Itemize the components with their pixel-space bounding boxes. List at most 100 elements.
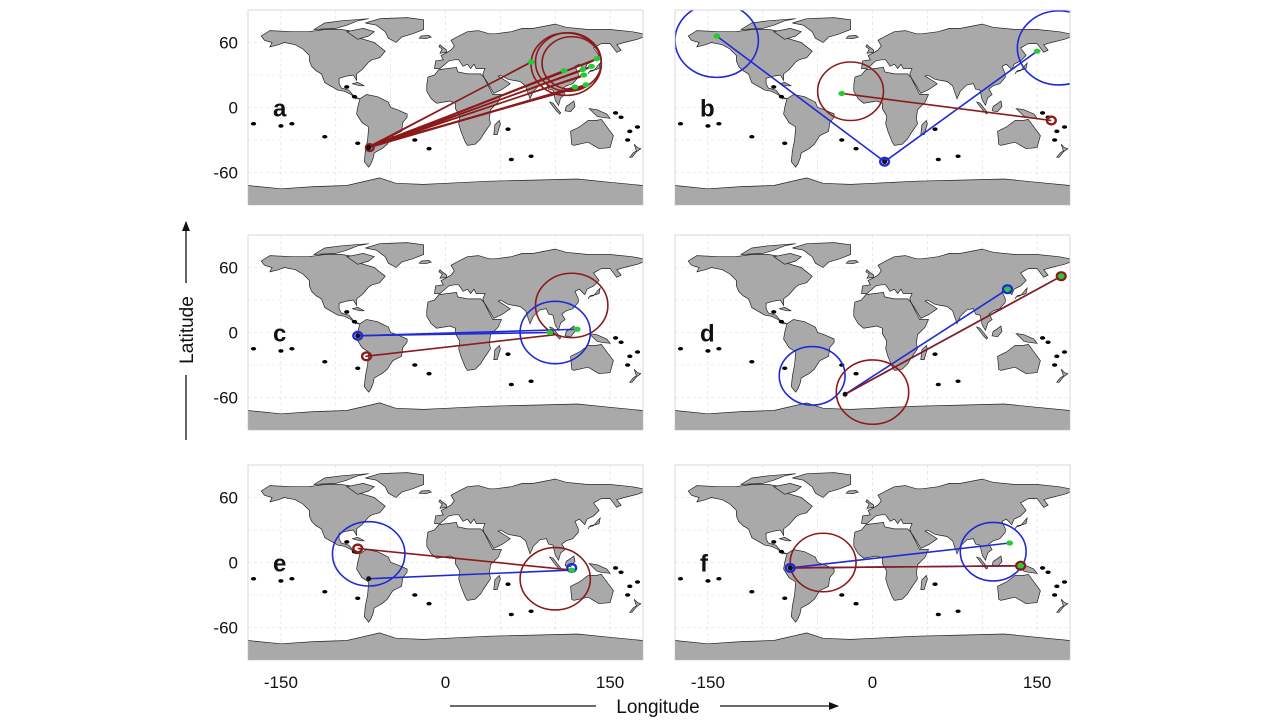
island-dot: [932, 582, 938, 586]
island-dot: [634, 350, 641, 354]
island-dot: [932, 352, 938, 356]
land-new-zealand: [629, 599, 642, 613]
map-panel-f: f -150 0 150: [674, 464, 1071, 692]
land-iceland: [418, 35, 432, 40]
island-dot: [749, 359, 755, 364]
land-borneo: [991, 555, 1003, 568]
island-dot: [618, 570, 624, 575]
y-tick-label: -60: [213, 389, 238, 408]
source-point: [842, 391, 848, 397]
island-dot: [250, 121, 257, 126]
island-dot: [289, 346, 295, 351]
target-point: [1033, 48, 1041, 54]
target-point: [560, 68, 568, 74]
uncertainty-circle: [1001, 284, 1014, 295]
island-dot: [677, 121, 684, 126]
uncertainty-circle: [878, 156, 891, 167]
island-dot: [1039, 111, 1046, 115]
island-dot: [716, 121, 722, 126]
land-new-guinea: [1015, 333, 1038, 344]
island-dot: [625, 593, 631, 597]
land-japan: [1014, 517, 1028, 530]
island-dot: [1054, 129, 1060, 134]
land-uk: [865, 269, 874, 279]
island-dot: [1052, 138, 1058, 142]
map-panel-b: b: [674, 9, 1071, 206]
island-dot: [778, 319, 785, 324]
connection-line: [368, 569, 572, 580]
land-australia: [997, 344, 1041, 375]
panel-frame: [247, 234, 644, 431]
land-iceland: [845, 490, 859, 495]
land-greenland: [365, 472, 424, 498]
land-cuba: [352, 82, 365, 87]
connection-line: [844, 288, 1008, 395]
x-tick-label: -150: [264, 673, 298, 692]
target-point: [713, 33, 721, 39]
uncertainty-circle: [541, 35, 603, 91]
island-dot: [612, 111, 619, 115]
land-arctic-islands: [740, 473, 796, 485]
target-point: [579, 66, 587, 73]
land-antarctica: [248, 632, 643, 660]
uncertainty-circle: [360, 351, 373, 362]
land-australia: [997, 574, 1041, 605]
island-dot: [955, 154, 961, 159]
island-dot: [853, 371, 859, 376]
island-dot: [250, 576, 257, 581]
y-tick-label: -60: [213, 164, 238, 183]
land-greenland: [365, 17, 424, 43]
island-dot: [634, 580, 641, 584]
panel-frame: [247, 9, 644, 206]
island-dot: [853, 601, 859, 606]
land-borneo: [991, 325, 1003, 338]
land-japan: [587, 517, 601, 530]
uncertainty-circle: [835, 359, 910, 426]
island-dot: [351, 94, 358, 99]
land-baffin: [345, 483, 375, 495]
connection-line: [370, 63, 529, 147]
island-dot: [771, 540, 777, 544]
island-dot: [612, 336, 619, 340]
connection-line: [844, 275, 1062, 395]
island-dot: [412, 593, 418, 597]
island-dot: [634, 125, 641, 129]
target-point: [1057, 273, 1065, 279]
island-dot: [935, 612, 941, 617]
map-panel-e: e 60 0 -60 -150 0 150: [213, 464, 644, 692]
connection-line: [370, 60, 595, 147]
y-tick-label: 0: [229, 324, 238, 343]
land-madagascar: [920, 574, 928, 590]
uncertainty-circle: [816, 61, 885, 122]
island-dot: [426, 371, 432, 376]
island-dot: [505, 582, 511, 586]
map-panel-a: a 60 0 -60: [213, 9, 644, 206]
x-tick-label: 150: [596, 673, 624, 692]
land-japan: [1014, 287, 1028, 300]
island-dot: [716, 346, 722, 351]
island-dot: [955, 609, 961, 614]
island-dot: [528, 609, 534, 614]
land-japan: [587, 287, 601, 300]
target-point: [593, 56, 601, 62]
island-dot: [1039, 566, 1046, 570]
island-dot: [528, 154, 534, 159]
connection-line: [716, 35, 886, 163]
island-dot: [322, 589, 328, 594]
island-dot: [705, 579, 711, 583]
panel-frame: [674, 234, 1071, 431]
land-iceland: [845, 260, 859, 265]
y-tick-label: 60: [219, 489, 238, 508]
land-cuba: [779, 307, 792, 312]
island-dot: [932, 127, 938, 131]
land-baffin: [345, 253, 375, 265]
land-cuba: [779, 537, 792, 542]
connection-line: [884, 50, 1038, 163]
island-dot: [505, 127, 511, 131]
target-point: [1004, 286, 1011, 292]
uncertainty-circle: [789, 532, 857, 593]
island-dot: [625, 363, 631, 367]
land-sumatra: [975, 101, 989, 115]
land-antarctica: [248, 402, 643, 430]
